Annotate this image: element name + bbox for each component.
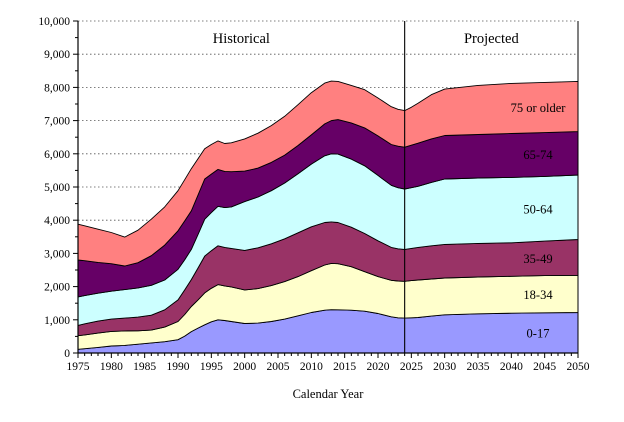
tick-labels: 0 1,000 2,000 3,000 4,000 5,000 6,000 7,000 8,00… <box>38 16 589 373</box>
y-tick-label: 3,000 <box>44 248 70 260</box>
y-tick-label: 1,000 <box>44 315 70 327</box>
x-tick-label: 2045 <box>533 361 556 373</box>
y-tick-label: 5,000 <box>44 182 70 194</box>
x-tick-label: 2015 <box>333 361 356 373</box>
x-tick-label: 1990 <box>167 361 190 373</box>
y-tick-label: 7,000 <box>44 116 70 128</box>
y-tick-label: 0 <box>64 348 70 360</box>
x-tick-label: 2040 <box>500 361 523 373</box>
projected-label: Projected <box>464 31 520 47</box>
band-label-65-74: 65-74 <box>523 148 553 162</box>
y-tick-label: 2,000 <box>44 282 70 294</box>
y-tick-label: 8,000 <box>44 82 70 94</box>
y-tick-label: 6,000 <box>44 149 70 161</box>
x-tick-label: 1980 <box>100 361 123 373</box>
x-tick-label: 2035 <box>467 361 490 373</box>
x-tick-label: 2010 <box>300 361 323 373</box>
x-tick-label: 2005 <box>267 361 290 373</box>
x-tick-label: 1975 <box>67 361 90 373</box>
tick-marks <box>73 20 579 358</box>
x-axis-title: Calendar Year <box>293 387 365 401</box>
band-label-18-34: 18-34 <box>523 288 553 302</box>
x-tick-label: 1985 <box>133 361 156 373</box>
historical-label: Historical <box>213 31 270 47</box>
y-tick-label: 9,000 <box>44 49 70 61</box>
axes <box>77 21 579 354</box>
band-label-0-17: 0-17 <box>527 326 550 340</box>
x-tick-label: 2020 <box>367 361 390 373</box>
annotations: Historical Projected 0-17 18-34 35-49 50… <box>213 31 567 401</box>
x-tick-label: 1995 <box>200 361 223 373</box>
y-tick-label: 10,000 <box>38 16 70 28</box>
x-tick-label: 2025 <box>400 361 423 373</box>
x-tick-label: 2000 <box>233 361 256 373</box>
band-label-75-or-older: 75 or older <box>511 101 567 115</box>
area-bands <box>77 80 579 354</box>
band-label-35-49: 35-49 <box>523 252 552 266</box>
band-label-50-64: 50-64 <box>523 203 553 217</box>
y-tick-label: 4,000 <box>44 215 70 227</box>
x-tick-label: 2030 <box>433 361 456 373</box>
x-tick-label: 2050 <box>567 361 590 373</box>
